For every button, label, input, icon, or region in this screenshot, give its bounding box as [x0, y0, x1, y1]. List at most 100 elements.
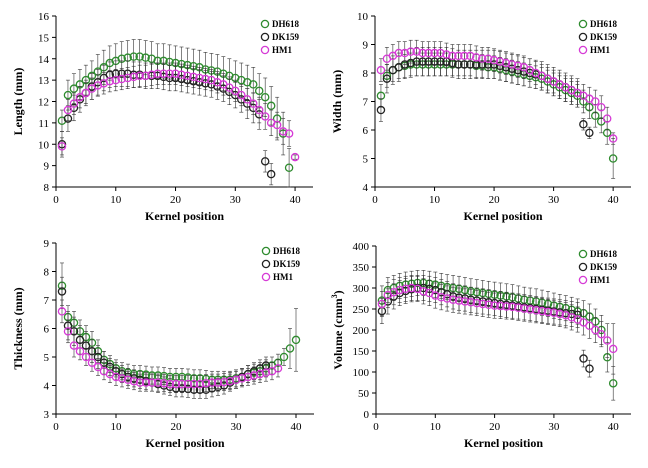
data-point: [591, 325, 600, 335]
data-point: [603, 336, 612, 345]
x-tick-label: 10: [110, 194, 122, 206]
y-tick-label: 350: [353, 262, 370, 274]
data-point: [249, 371, 259, 380]
data-point: [63, 327, 73, 336]
x-tick-label: 20: [170, 194, 182, 206]
legend-label: DH618: [590, 19, 618, 29]
data-point: [254, 105, 264, 115]
data-point: [129, 376, 139, 386]
data-point: [401, 284, 410, 294]
data-point: [141, 53, 150, 62]
data-point: [117, 374, 127, 383]
x-tick-label: 30: [548, 421, 560, 433]
y-axis-title-superscript: 3: [330, 294, 339, 298]
data-point: [254, 86, 264, 96]
data-point: [579, 120, 588, 129]
data-point: [431, 291, 440, 300]
data-point: [129, 52, 138, 61]
data-point: [290, 152, 300, 162]
data-point: [507, 60, 517, 69]
data-point: [495, 57, 505, 66]
x-tick-label: 20: [489, 421, 501, 433]
legend-label: DK159: [590, 32, 618, 42]
data-point: [57, 287, 67, 296]
data-point: [279, 352, 289, 362]
data-point: [171, 379, 181, 389]
data-point: [81, 88, 91, 98]
chart-width: 4 5 6 7 8 9 10 0 10 20 30 40 Kernel position Width (m…: [330, 11, 631, 223]
data-point: [63, 90, 73, 100]
data-point: [135, 378, 145, 387]
data-point: [75, 347, 85, 356]
data-point: [75, 92, 85, 102]
x-tick-label: 0: [53, 421, 59, 433]
y-tick-label: 200: [353, 325, 370, 337]
y-tick-label: 14: [38, 54, 50, 66]
legend-marker-dk159: [260, 32, 270, 42]
data-point: [255, 369, 265, 379]
y-tick-label: 250: [353, 304, 370, 316]
data-point: [478, 299, 487, 309]
y-axis-title-text: Volume (cmm: [331, 298, 345, 369]
data-point: [436, 292, 446, 302]
data-point: [477, 54, 487, 64]
data-point: [418, 48, 427, 58]
x-tick-label: 30: [230, 194, 242, 206]
legend: DH618 DK159 HM1: [578, 249, 618, 285]
data-point: [243, 95, 252, 104]
x-tick-label: 40: [608, 421, 620, 433]
data-point: [231, 375, 241, 385]
data-point: [123, 73, 132, 83]
data-point: [165, 69, 174, 78]
chart-length: 8 9 10 11 12 13 14 15 16 0 10 20 30 40 Kernel position…: [11, 11, 313, 223]
data-point: [243, 372, 253, 382]
data-point: [69, 84, 79, 93]
data-point: [141, 378, 151, 387]
y-tick-label: 7: [363, 97, 369, 109]
data-point: [502, 302, 511, 311]
series-hm1: [376, 39, 618, 145]
data-point: [237, 90, 246, 100]
data-point: [153, 378, 163, 387]
x-axis-title: Kernel position: [145, 209, 224, 223]
x-tick-label: 10: [111, 421, 123, 433]
y-tick-label: 4: [363, 182, 369, 194]
x-tick-label: 0: [53, 194, 59, 206]
data-point: [460, 51, 469, 61]
data-point: [273, 364, 283, 373]
y-tick-label: 9: [44, 238, 50, 250]
data-point: [555, 309, 565, 319]
y-tick-label: 11: [38, 118, 49, 130]
data-point: [394, 48, 404, 58]
y-tick-label: 5: [44, 352, 50, 364]
data-point: [261, 368, 271, 377]
x-axis-title: Kernel position: [464, 436, 543, 450]
data-point: [430, 48, 439, 58]
data-point: [266, 169, 276, 179]
data-point: [406, 47, 415, 56]
data-point: [585, 364, 594, 373]
legend-marker-dk159: [261, 259, 271, 269]
legend-label: DK159: [273, 259, 301, 269]
data-point: [537, 306, 547, 316]
data-point: [123, 375, 133, 385]
data-point: [608, 134, 618, 143]
data-point: [436, 48, 445, 58]
x-tick-label: 40: [608, 194, 620, 206]
legend: DH618 DK159 HM1: [261, 246, 301, 282]
chart-thickness: 3 4 5 6 7 8 9 0 10 20 30 40 Kernel position Thickness…: [11, 238, 314, 450]
data-point: [135, 71, 144, 81]
data-point: [514, 303, 523, 312]
x-tick-label: 40: [291, 421, 303, 433]
series-hm1: [377, 275, 618, 375]
legend-label: HM1: [590, 275, 610, 285]
data-point: [442, 50, 451, 59]
data-point: [525, 305, 535, 314]
data-point: [454, 296, 464, 305]
data-point: [376, 105, 386, 115]
data-point: [225, 376, 235, 386]
y-axis-title: Width (mm): [330, 70, 344, 133]
data-point: [57, 142, 67, 151]
y-tick-label: 8: [363, 68, 369, 80]
